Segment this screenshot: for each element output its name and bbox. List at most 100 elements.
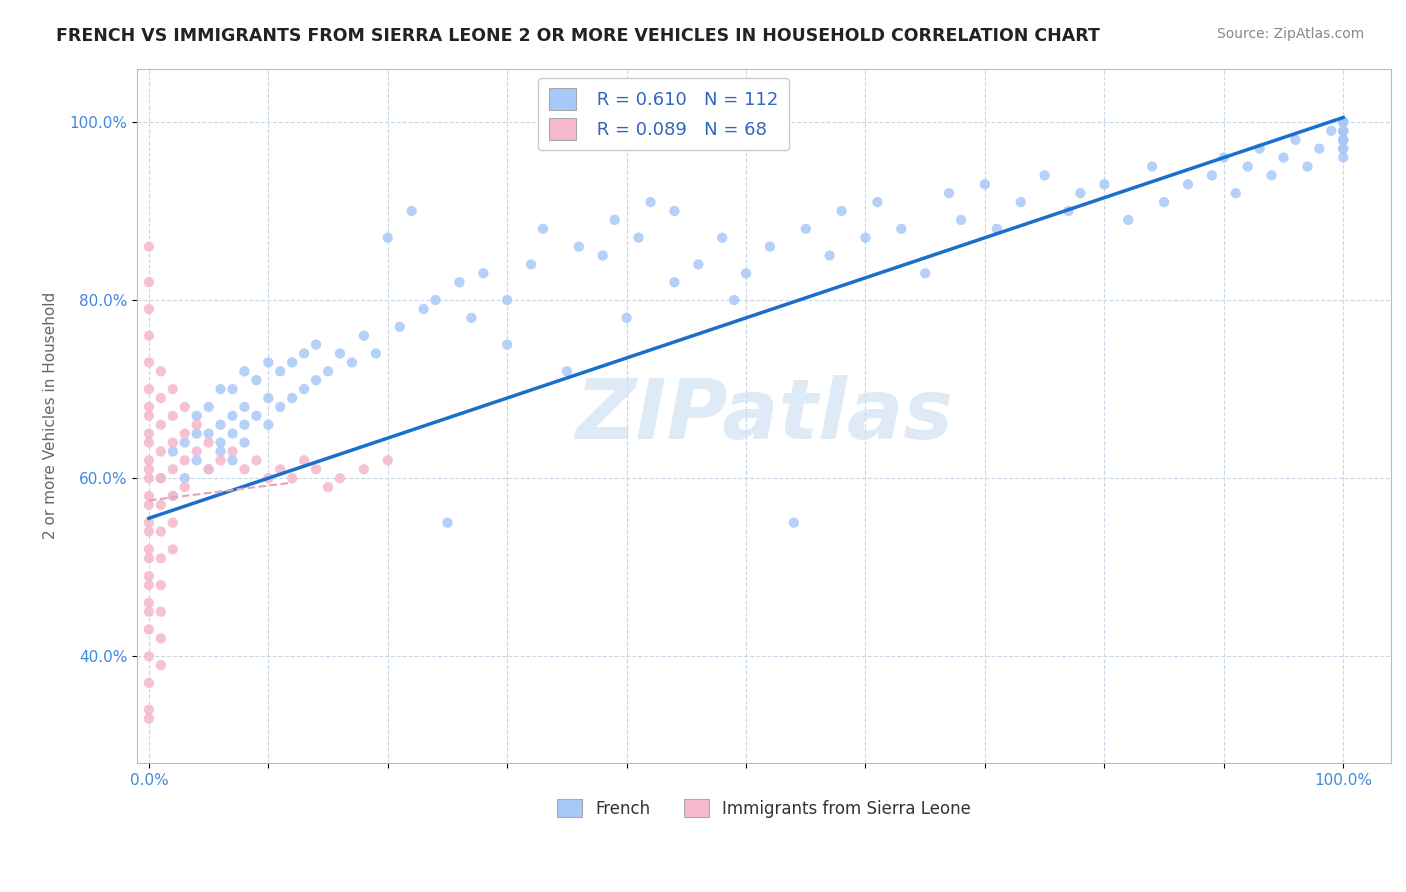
- Point: [329, 346, 352, 360]
- Point: [209, 435, 232, 450]
- Point: [1225, 186, 1247, 201]
- Point: [138, 649, 160, 664]
- Point: [149, 444, 172, 458]
- Point: [592, 248, 614, 262]
- Point: [245, 409, 267, 423]
- Point: [162, 409, 184, 423]
- Point: [138, 551, 160, 566]
- Point: [1212, 151, 1234, 165]
- Point: [186, 417, 208, 432]
- Point: [340, 355, 363, 369]
- Point: [269, 462, 291, 476]
- Point: [292, 382, 315, 396]
- Point: [233, 417, 256, 432]
- Point: [162, 444, 184, 458]
- Point: [173, 400, 195, 414]
- Point: [149, 605, 172, 619]
- Point: [138, 498, 160, 512]
- Point: [209, 417, 232, 432]
- Point: [855, 231, 877, 245]
- Point: [173, 435, 195, 450]
- Point: [138, 676, 160, 690]
- Point: [257, 355, 280, 369]
- Point: [209, 382, 232, 396]
- Point: [568, 239, 591, 253]
- Point: [759, 239, 782, 253]
- Point: [149, 471, 172, 485]
- Point: [818, 248, 841, 262]
- Point: [1331, 133, 1354, 147]
- Point: [281, 355, 304, 369]
- Point: [162, 489, 184, 503]
- Point: [138, 712, 160, 726]
- Point: [281, 471, 304, 485]
- Point: [221, 426, 243, 441]
- Point: [1272, 151, 1295, 165]
- Point: [209, 453, 232, 467]
- Point: [1308, 142, 1330, 156]
- Point: [305, 337, 328, 351]
- Point: [520, 257, 543, 271]
- Point: [1331, 151, 1354, 165]
- Point: [735, 266, 758, 280]
- Point: [1331, 142, 1354, 156]
- Point: [162, 382, 184, 396]
- Point: [292, 453, 315, 467]
- Point: [149, 551, 172, 566]
- Point: [986, 222, 1008, 236]
- Point: [138, 462, 160, 476]
- Point: [603, 213, 626, 227]
- Point: [138, 471, 160, 485]
- Point: [173, 471, 195, 485]
- Point: [723, 293, 745, 307]
- Point: [472, 266, 495, 280]
- Point: [149, 417, 172, 432]
- Point: [388, 319, 411, 334]
- Point: [149, 578, 172, 592]
- Point: [138, 275, 160, 289]
- Point: [197, 400, 219, 414]
- Point: [138, 400, 160, 414]
- Point: [138, 516, 160, 530]
- Point: [149, 498, 172, 512]
- Point: [1010, 195, 1032, 210]
- Point: [149, 658, 172, 673]
- Point: [162, 462, 184, 476]
- Point: [162, 516, 184, 530]
- Point: [1092, 178, 1115, 192]
- Point: [831, 204, 853, 219]
- Point: [221, 453, 243, 467]
- Point: [1249, 142, 1271, 156]
- Legend: French, Immigrants from Sierra Leone: French, Immigrants from Sierra Leone: [550, 792, 977, 824]
- Point: [138, 355, 160, 369]
- Point: [866, 195, 889, 210]
- Point: [221, 382, 243, 396]
- Point: [138, 542, 160, 557]
- Point: [162, 489, 184, 503]
- Point: [496, 293, 519, 307]
- Point: [794, 222, 817, 236]
- Point: [664, 204, 686, 219]
- Point: [138, 382, 160, 396]
- Point: [221, 409, 243, 423]
- Point: [353, 462, 375, 476]
- Point: [627, 231, 650, 245]
- Y-axis label: 2 or more Vehicles in Household: 2 or more Vehicles in Household: [44, 293, 58, 540]
- Point: [269, 364, 291, 378]
- Point: [138, 489, 160, 503]
- Point: [1331, 124, 1354, 138]
- Point: [138, 301, 160, 316]
- Point: [197, 435, 219, 450]
- Point: [138, 239, 160, 253]
- Point: [197, 462, 219, 476]
- Point: [364, 346, 387, 360]
- Point: [974, 178, 997, 192]
- Point: [316, 364, 339, 378]
- Point: [138, 569, 160, 583]
- Point: [305, 462, 328, 476]
- Point: [138, 605, 160, 619]
- Point: [233, 400, 256, 414]
- Point: [162, 542, 184, 557]
- Point: [1116, 213, 1139, 227]
- Point: [531, 222, 554, 236]
